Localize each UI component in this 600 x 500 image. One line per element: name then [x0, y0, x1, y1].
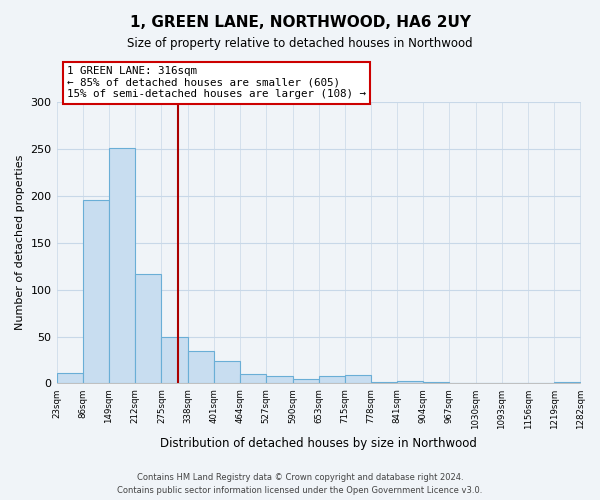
Bar — [240, 374, 266, 384]
Text: 1, GREEN LANE, NORTHWOOD, HA6 2UY: 1, GREEN LANE, NORTHWOOD, HA6 2UY — [130, 15, 470, 30]
Bar — [214, 361, 240, 384]
Text: Size of property relative to detached houses in Northwood: Size of property relative to detached ho… — [127, 38, 473, 51]
Bar — [135, 274, 161, 384]
Bar — [56, 373, 83, 384]
Y-axis label: Number of detached properties: Number of detached properties — [15, 155, 25, 330]
X-axis label: Distribution of detached houses by size in Northwood: Distribution of detached houses by size … — [160, 437, 477, 450]
Bar — [188, 350, 214, 384]
Bar — [423, 382, 449, 384]
Bar — [554, 382, 580, 384]
Bar — [83, 200, 109, 384]
Bar — [344, 375, 371, 384]
Text: Contains HM Land Registry data © Crown copyright and database right 2024.
Contai: Contains HM Land Registry data © Crown c… — [118, 473, 482, 495]
Bar — [293, 378, 319, 384]
Bar — [109, 148, 135, 384]
Bar — [319, 376, 345, 384]
Text: 1 GREEN LANE: 316sqm
← 85% of detached houses are smaller (605)
15% of semi-deta: 1 GREEN LANE: 316sqm ← 85% of detached h… — [67, 66, 366, 99]
Bar — [161, 336, 188, 384]
Bar — [266, 376, 293, 384]
Bar — [397, 380, 423, 384]
Bar — [371, 382, 397, 384]
